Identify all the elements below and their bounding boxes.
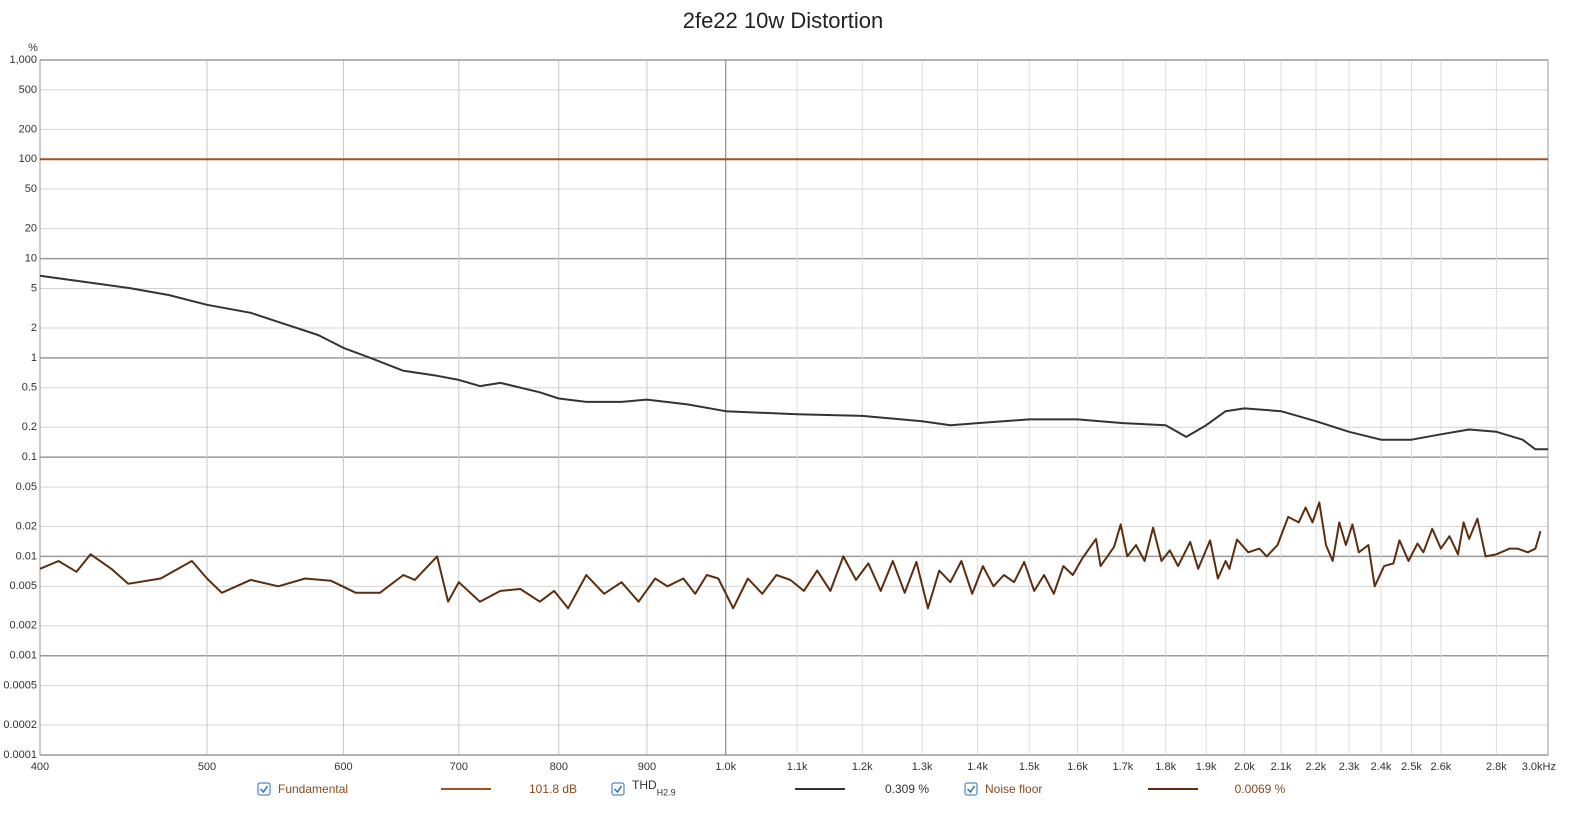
x-tick-label: 3.0kHz	[1522, 761, 1556, 773]
x-tick-label: 400	[31, 761, 49, 773]
x-tick-label: 1.6k	[1067, 761, 1088, 773]
x-tick-label: 2.2k	[1305, 761, 1326, 773]
y-tick-label: 100	[19, 153, 37, 165]
x-tick-label: 2.6k	[1431, 761, 1452, 773]
y-tick-label: 1	[31, 352, 37, 364]
legend-check	[259, 785, 269, 794]
y-tick-label: 5	[31, 282, 37, 294]
legend-item: Noise floor 0.0069 %	[964, 782, 1286, 796]
x-tick-label: 1.3k	[912, 761, 933, 773]
legend-name-sub: H2.9	[657, 787, 676, 797]
legend-checkbox[interactable]	[964, 782, 978, 796]
x-tick-label: 1.2k	[852, 761, 873, 773]
x-tick-label: 500	[198, 761, 216, 773]
chart-title: 2fe22 10w Distortion	[683, 8, 884, 33]
y-tick-label: 1,000	[9, 54, 37, 66]
y-tick-label: 0.1	[22, 451, 37, 463]
y-tick-label: 20	[25, 223, 37, 235]
x-tick-label: 1.1k	[787, 761, 808, 773]
y-tick-label: 10	[25, 252, 37, 264]
legend-check	[613, 785, 623, 794]
y-tick-label: 0.2	[22, 421, 37, 433]
x-tick-label: 700	[450, 761, 468, 773]
x-tick-label: 1.4k	[967, 761, 988, 773]
y-axis-label: %	[28, 42, 38, 54]
y-tick-label: 0.0005	[3, 680, 37, 692]
legend-readout: 101.8 dB	[529, 782, 577, 796]
x-tick-label: 2.1k	[1271, 761, 1292, 773]
x-tick-label: 1.7k	[1113, 761, 1134, 773]
legend-name: THD	[632, 778, 657, 792]
y-tick-label: 0.0002	[3, 719, 37, 731]
legend-readout: 0.0069 %	[1235, 782, 1286, 796]
y-tick-label: 0.002	[9, 620, 37, 632]
x-tick-label: 600	[334, 761, 352, 773]
x-tick-label: 2.3k	[1339, 761, 1360, 773]
legend-checkbox[interactable]	[257, 782, 271, 796]
y-tick-label: 0.005	[9, 580, 37, 592]
x-tick-label: 2.4k	[1371, 761, 1392, 773]
x-tick-label: 1.0k	[715, 761, 736, 773]
y-tick-label: 200	[19, 123, 37, 135]
y-tick-label: 0.01	[16, 550, 37, 562]
x-tick-label: 900	[638, 761, 656, 773]
x-tick-label: 800	[550, 761, 568, 773]
series-line	[39, 501, 1542, 610]
x-tick-label: 2.5k	[1401, 761, 1422, 773]
x-tick-label: 2.8k	[1486, 761, 1507, 773]
x-tick-label: 1.9k	[1196, 761, 1217, 773]
x-tick-label: 2.0k	[1234, 761, 1255, 773]
y-tick-label: 0.0001	[3, 749, 37, 761]
plot-frame	[39, 59, 1549, 756]
x-tick-label: 1.8k	[1155, 761, 1176, 773]
legend-item: Fundamental 101.8 dB	[257, 782, 577, 796]
legend-check	[966, 785, 976, 794]
y-tick-label: 2	[31, 322, 37, 334]
legend-name: Noise floor	[985, 782, 1042, 796]
y-tick-label: 50	[25, 183, 37, 195]
series-line	[39, 274, 1548, 451]
legend-checkbox[interactable]	[611, 782, 625, 796]
y-tick-label: 0.05	[16, 481, 37, 493]
legend-readout: 0.309 %	[885, 782, 929, 796]
legend-name: Fundamental	[278, 782, 348, 796]
x-tick-label: 1.5k	[1019, 761, 1040, 773]
y-tick-label: 0.02	[16, 520, 37, 532]
y-tick-label: 0.001	[9, 650, 37, 662]
y-tick-label: 0.5	[22, 382, 37, 394]
y-tick-label: 500	[19, 84, 37, 96]
